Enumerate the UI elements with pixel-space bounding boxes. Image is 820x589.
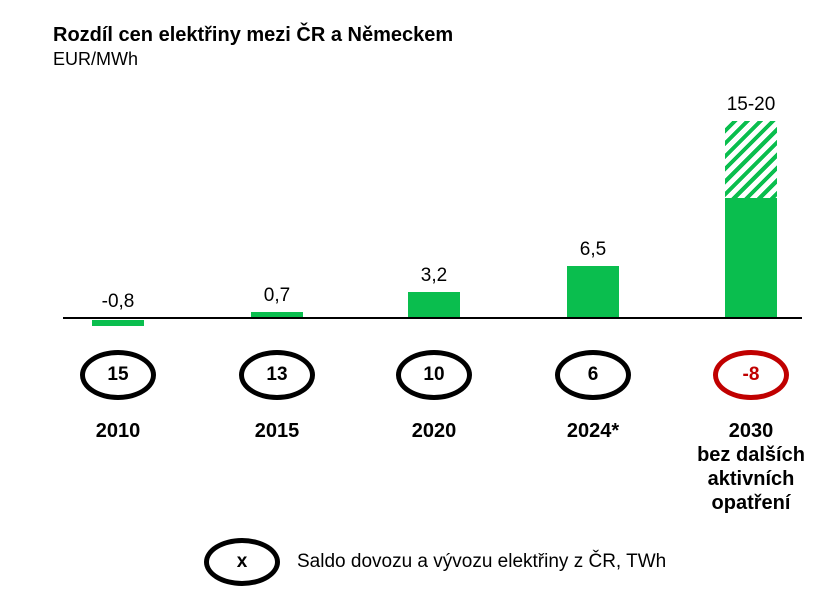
year-label-2010: 2010 bbox=[95, 420, 141, 442]
balance-ellipse-2020: 10 bbox=[396, 350, 472, 400]
column-2030: 15-20 -8 2030 bez dalších aktivních opat… bbox=[671, 0, 820, 589]
balance-ellipse-2010: 15 bbox=[80, 350, 156, 400]
column-2020: 3,2 10 2020 bbox=[354, 0, 514, 589]
year-label-2015: 2015 bbox=[254, 420, 300, 442]
x-axis-line bbox=[63, 317, 802, 319]
value-label-2030: 15-20 bbox=[726, 94, 776, 115]
chart-title: Rozdíl cen elektřiny mezi ČR a Německem bbox=[53, 24, 454, 46]
bar-2010 bbox=[92, 320, 144, 326]
value-label-2024: 6,5 bbox=[579, 239, 607, 260]
column-2010: -0,8 15 2010 bbox=[38, 0, 198, 589]
legend-symbol-ellipse: x bbox=[204, 538, 280, 586]
balance-value-2020: 10 bbox=[423, 364, 445, 385]
balance-ellipse-2015: 13 bbox=[239, 350, 315, 400]
value-label-2020: 3,2 bbox=[420, 265, 448, 286]
balance-value-2015: 13 bbox=[266, 364, 288, 385]
bar-2030 bbox=[725, 198, 777, 318]
year-label-2024: 2024* bbox=[566, 420, 620, 442]
year-label-2020: 2020 bbox=[411, 420, 457, 442]
balance-ellipse-2030: -8 bbox=[713, 350, 789, 400]
balance-value-2010: 15 bbox=[107, 364, 129, 385]
legend-text: Saldo dovozu a vývozu elektřiny z ČR, TW… bbox=[297, 551, 667, 572]
chart-unit-label: EUR/MWh bbox=[53, 49, 138, 69]
balance-value-2024: 6 bbox=[587, 364, 599, 385]
bar-2024 bbox=[567, 266, 619, 318]
column-2024: 6,5 6 2024* bbox=[513, 0, 673, 589]
balance-ellipse-2024: 6 bbox=[555, 350, 631, 400]
legend: x Saldo dovozu a vývozu elektřiny z ČR, … bbox=[204, 538, 666, 586]
legend-symbol: x bbox=[236, 551, 248, 572]
value-label-2015: 0,7 bbox=[263, 285, 291, 306]
balance-value-2030: -8 bbox=[742, 364, 760, 385]
bar-2020 bbox=[408, 292, 460, 318]
year-label-2030: 2030 bez dalších aktivních opatření bbox=[697, 420, 805, 514]
column-2015: 0,7 13 2015 bbox=[197, 0, 357, 589]
bar-2015 bbox=[251, 312, 303, 318]
value-label-2010: -0,8 bbox=[101, 291, 135, 312]
bar-2030-hatched-range bbox=[725, 121, 777, 198]
